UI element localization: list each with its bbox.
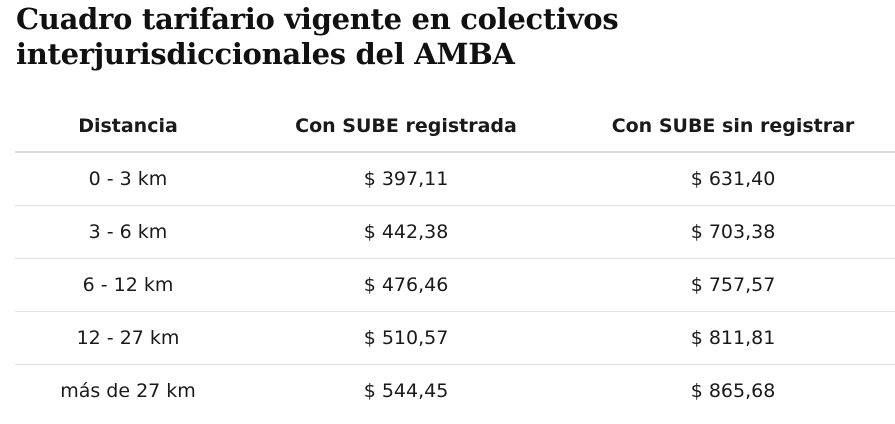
table-body: 0 - 3 km $ 397,11 $ 631,40 3 - 6 km $ 442,38… (15, 152, 895, 417)
column-header: Distancia (15, 100, 241, 153)
table-row: 0 - 3 km $ 397,11 $ 631,40 (15, 152, 895, 206)
table-cell: más de 27 km (60, 380, 196, 402)
table-cell: $ 631,40 (571, 152, 895, 206)
table-cell: 12 - 27 km (15, 311, 241, 365)
table-cell: $ 811,81 (571, 311, 895, 365)
header-row: Distancia Con SUBE registrada Con SUBE sin… (15, 100, 895, 153)
column-header: Con SUBE registrada (241, 100, 571, 153)
table-cell: 3 - 6 km (15, 205, 241, 259)
title: Cuadro tarifario vigente en colectivos i… (16, 2, 619, 71)
table-head: Distancia Con SUBE registrada Con SUBE sin… (15, 100, 895, 153)
table-cell: 0 - 3 km (15, 152, 241, 206)
fare-table: Distancia Con SUBE registrada Con SUBE sin… (15, 100, 895, 417)
table-cell: $ 865,68 (690, 380, 776, 402)
table-row: 6 - 12 km $ 476,46 $ 757,57 (15, 258, 895, 312)
table-cell: 6 - 12 km (15, 258, 241, 312)
table-cell: $ 442,38 (241, 205, 571, 259)
table-cell: $ 703,38 (571, 205, 895, 259)
table-row: más de 27 km $ 544,45 $ 865,68 (15, 365, 895, 418)
table-cell: $ 476,46 (241, 258, 571, 312)
table-cell: $ 510,57 (241, 311, 571, 365)
table-cell: $ 544,45 (363, 380, 449, 402)
table-cell: $ 757,57 (571, 258, 895, 312)
table-cell: $ 397,11 (241, 152, 571, 206)
table-row: 3 - 6 km $ 442,38 $ 703,38 (15, 205, 895, 259)
table-row: 12 - 27 km $ 510,57 $ 811,81 (15, 311, 895, 365)
column-header: Con SUBE sin registrar (571, 100, 895, 153)
